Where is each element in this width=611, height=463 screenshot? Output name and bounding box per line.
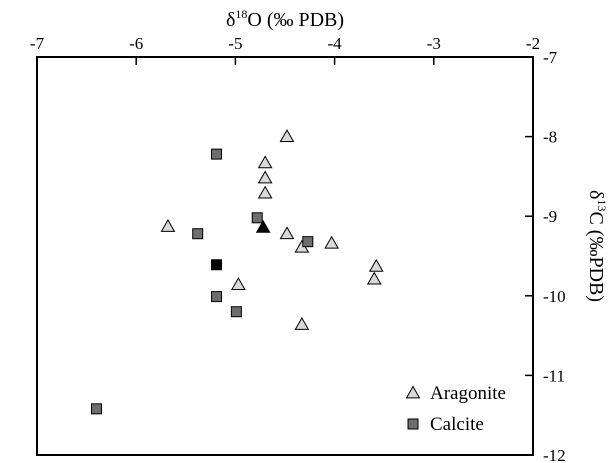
calcite-legend-label: Calcite: [430, 414, 484, 435]
legend: Aragonite Calcite: [405, 383, 506, 435]
calcite-point: [211, 148, 223, 160]
calcite-point: [230, 306, 242, 318]
aragonite-point: [324, 235, 339, 249]
calcite-legend-marker: [407, 418, 419, 430]
y-axis-title: δ13C (‰PDB): [585, 190, 609, 302]
calcite-highlight-point: [211, 259, 223, 271]
aragonite-point: [279, 129, 295, 142]
y-tick-label: -8: [543, 128, 557, 147]
aragonite-point: [257, 170, 273, 184]
aragonite-highlight-point: [255, 219, 271, 233]
x-tick-label: -5: [228, 34, 242, 53]
aragonite-point: [160, 219, 176, 232]
y-tick-label: -10: [543, 287, 566, 306]
calcite-point: [192, 228, 204, 240]
aragonite-point: [368, 258, 384, 272]
aragonite-legend-label: Aragonite: [430, 383, 506, 404]
aragonite-point: [294, 316, 310, 330]
aragonite-point: [257, 185, 273, 199]
calcite-point: [211, 291, 223, 303]
x-axis-title: δ18O (‰ PDB): [226, 7, 344, 31]
y-tick-label: -11: [543, 366, 565, 385]
aragonite-point: [279, 226, 295, 240]
x-tick-label: -7: [30, 34, 45, 53]
y-tick-label: -9: [543, 207, 557, 226]
aragonite-point: [366, 271, 382, 285]
y-tick-label: -12: [543, 446, 566, 463]
aragonite-point: [231, 277, 246, 291]
calcite-point: [251, 212, 263, 224]
calcite-point: [91, 403, 103, 415]
plot-frame: [36, 56, 534, 456]
data-markers: [91, 129, 384, 415]
plot-area: [36, 56, 534, 456]
x-tick-label: -3: [427, 34, 441, 53]
aragonite-point: [257, 155, 273, 169]
x-tick-label: -4: [328, 34, 343, 53]
aragonite-legend-marker: [405, 385, 421, 399]
x-tick-label: -6: [129, 34, 143, 53]
y-tick-label: -7: [543, 48, 558, 67]
x-tick-label: -2: [526, 34, 540, 53]
calcite-point: [302, 236, 314, 248]
